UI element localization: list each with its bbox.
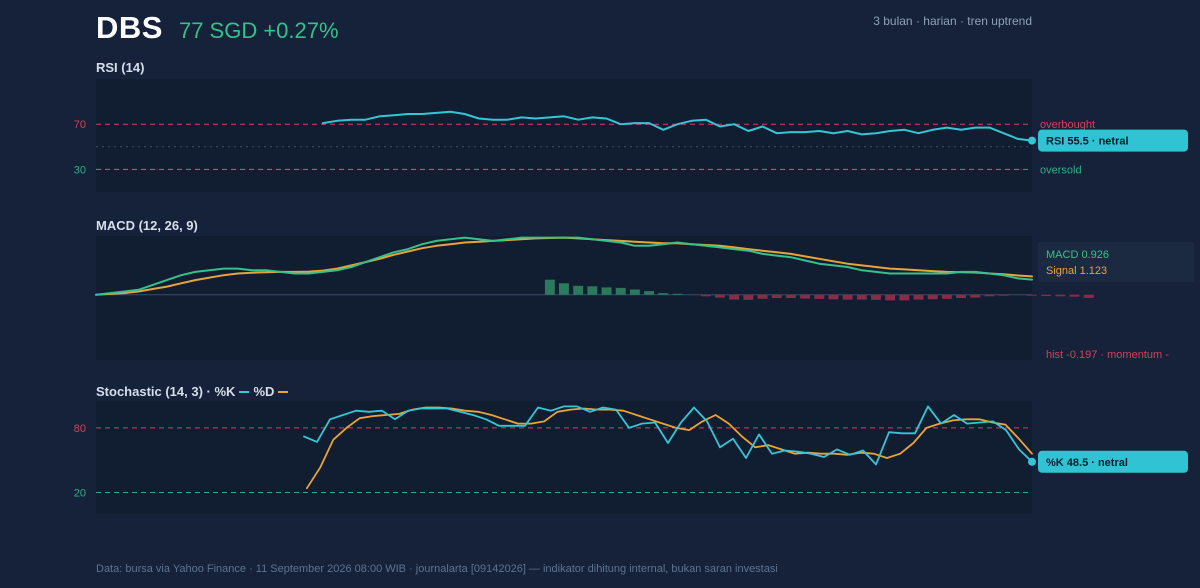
rsi-badge-text: RSI 55.5 · netral — [1046, 136, 1129, 148]
k-legend-swatch — [239, 390, 250, 393]
stoch-k-line — [303, 405, 1033, 466]
macd-hist-bar — [1027, 294, 1037, 296]
macd-hist-bar — [715, 294, 725, 298]
d-legend-swatch — [278, 390, 289, 393]
macd-hist-bar — [729, 294, 740, 300]
rsi-panel-bg — [96, 79, 1032, 192]
macd-hist-bar — [871, 294, 881, 300]
hist-value-label: hist -0.197 · momentum - — [1046, 349, 1169, 361]
macd-hist-bar — [615, 287, 626, 295]
header: DBS 77 SGD +0.27% — [96, 10, 339, 50]
macd-hist-bar — [956, 294, 966, 298]
macd-line — [95, 236, 1033, 296]
rsi-title: RSI (14) — [96, 60, 145, 75]
macd-hist-bar — [941, 294, 952, 299]
macd-hist-bar — [899, 294, 910, 301]
macd-hist-bar — [814, 294, 825, 299]
macd-hist-bar — [856, 294, 867, 300]
stoch-last-point — [1028, 457, 1036, 466]
macd-hist-bar — [658, 293, 669, 295]
rsi-tick-30: 30 — [74, 164, 86, 176]
stoch-tick-80: 80 — [74, 423, 86, 435]
stoch-title-text: Stochastic (14, 3) · %K — [96, 384, 236, 399]
macd-value-label: MACD 0.926 — [1046, 249, 1109, 261]
macd-hist-bar — [573, 285, 584, 295]
macd-hist-bar — [757, 294, 768, 299]
macd-hist-bar — [800, 294, 810, 299]
macd-hist-bar — [544, 279, 555, 295]
rsi-tick-70: 70 — [74, 119, 86, 131]
macd-hist-bar — [998, 294, 1009, 296]
macd-hist-bar — [644, 291, 654, 295]
stoch-badge-box — [1038, 450, 1188, 473]
stoch-d-line — [306, 406, 1033, 490]
macd-hist-bar — [601, 287, 612, 295]
rsi-overbought-label: overbought — [1040, 119, 1095, 131]
chart-meta: 3 bulan · harian · tren uptrend — [873, 14, 1032, 28]
macd-hist-bar — [672, 293, 683, 295]
stoch-tick-20: 20 — [74, 487, 86, 499]
rsi-last-point — [1028, 136, 1036, 145]
stoch-panel-bg — [96, 401, 1032, 514]
macd-hist-bar — [629, 289, 640, 295]
macd-hist-bar — [885, 294, 896, 301]
macd-hist-bar — [1041, 294, 1052, 296]
rsi-badge-box — [1038, 129, 1188, 152]
rsi-oversold-label: oversold — [1040, 164, 1082, 176]
macd-hist-bar — [1083, 294, 1094, 298]
macd-hist-bar — [785, 294, 796, 298]
macd-hist-bar — [559, 283, 569, 295]
macd-hist-bar — [842, 294, 853, 300]
stoch-title: Stochastic (14, 3) · %K %D — [96, 384, 292, 399]
macd-hist-bar — [927, 294, 938, 300]
macd-hist-bar — [743, 294, 754, 300]
ticker-symbol: DBS — [96, 10, 163, 45]
macd-hist-bar — [587, 286, 598, 295]
macd-hist-bar — [984, 294, 995, 297]
macd-hist-bar — [1055, 294, 1066, 297]
stoch-badge-text: %K 48.5 · netral — [1046, 457, 1128, 469]
macd-hist-bar — [828, 294, 839, 300]
rsi-line — [321, 110, 1033, 142]
price-change: 77 SGD +0.27% — [178, 18, 339, 43]
macd-hist-bar — [700, 294, 711, 297]
signal-value-label: Signal 1.123 — [1046, 265, 1107, 277]
macd-hist-bar — [771, 294, 782, 298]
footer-note: Data: bursa via Yahoo Finance · 11 Septe… — [96, 563, 778, 575]
macd-hist-bar — [970, 294, 981, 298]
macd-hist-bar — [1069, 294, 1080, 297]
macd-legend-box — [1038, 242, 1194, 282]
macd-hist-bar — [913, 294, 924, 300]
stoch-title-d: %D — [253, 384, 275, 399]
macd-title: MACD (12, 26, 9) — [96, 218, 198, 233]
